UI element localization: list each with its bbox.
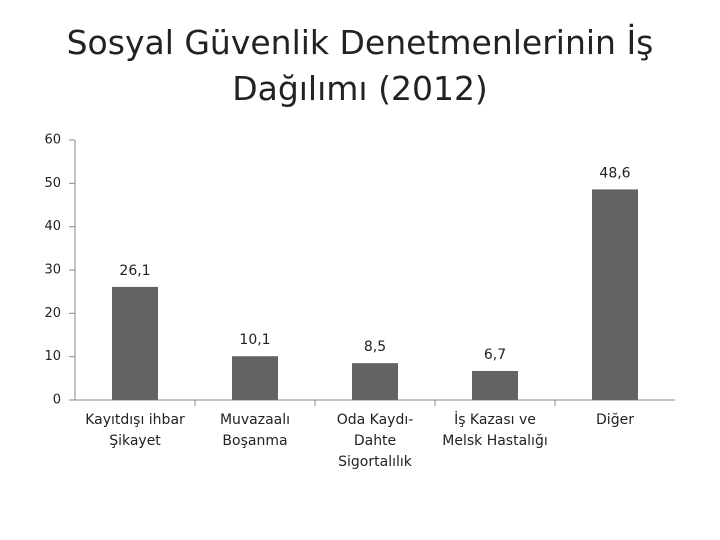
- value-label: 26,1: [119, 263, 150, 279]
- bar: [592, 189, 638, 400]
- x-tick-label: Oda Kaydı-Dahte Sigortalılık: [336, 412, 414, 470]
- chart-title: Sosyal Güvenlik Denetmenlerinin İş Dağıl…: [66, 23, 654, 108]
- y-tick-label: 30: [44, 263, 61, 278]
- x-tick-label: İş Kazası ve Melsk Hastalığı: [442, 412, 548, 449]
- bar: [472, 370, 518, 400]
- y-tick-label: 40: [44, 219, 61, 234]
- x-tick-label: Kayıtdışı ihbar Şikayet: [85, 412, 185, 449]
- x-tick-label: Muvazaalı Boşanma: [219, 412, 291, 449]
- bar: [352, 363, 398, 400]
- value-label: 48,6: [599, 165, 630, 181]
- y-tick-label: 60: [44, 133, 61, 148]
- y-tick-label: 20: [44, 306, 61, 321]
- value-label: 6,7: [484, 347, 506, 363]
- bar: [112, 286, 158, 400]
- x-tick-label: Diğer: [596, 412, 634, 428]
- value-label: 8,5: [364, 339, 386, 355]
- y-tick-label: 50: [44, 176, 61, 191]
- value-label: 10,1: [239, 332, 270, 348]
- y-tick-label: 0: [53, 393, 61, 408]
- bar: [232, 356, 278, 400]
- y-tick-label: 10: [44, 349, 61, 364]
